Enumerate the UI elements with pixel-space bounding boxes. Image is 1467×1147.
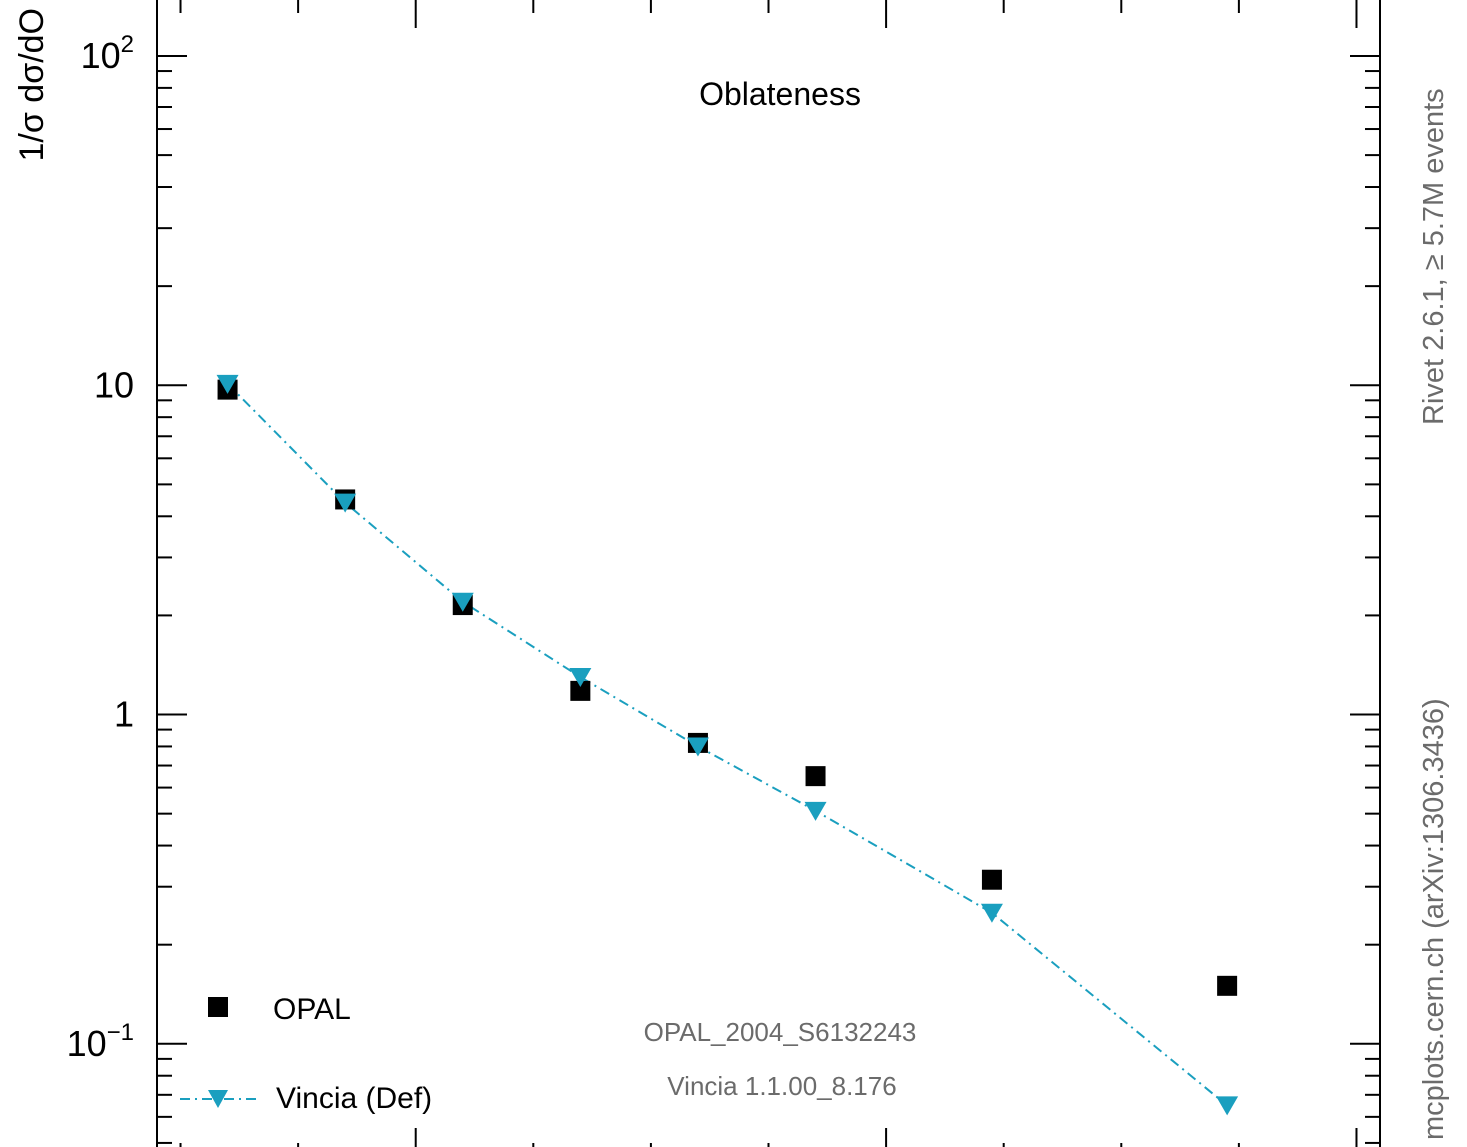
vincia-point [569,668,592,688]
legend-opal-label: OPAL [273,993,351,1026]
vincia-markers [216,374,1239,1116]
rivet-version-label: Rivet 2.6.1, ≥ 5.7M events [1418,88,1450,425]
vincia-point [804,801,827,821]
vincia-point [686,737,709,757]
plot-frame [156,0,1381,1147]
opal-markers [217,379,1238,996]
opal-point [1217,975,1238,996]
chart-title: Oblateness [699,76,861,112]
axis-ticks [157,0,1380,1147]
opal-point [570,680,591,701]
analysis-label: OPAL_2004_S6132243 [644,1017,917,1047]
y-axis-label: 1/σ dσ/dO [13,8,51,161]
y-tick-label: 102 [81,31,134,76]
vincia-point [451,592,474,612]
generator-label: Vincia 1.1.00_8.176 [667,1071,896,1101]
y-tick-label: 10 [94,364,134,405]
opal-point [981,869,1002,890]
vincia-point [1216,1096,1239,1116]
mcplots-label: mcplots.cern.ch (arXiv:1306.3436) [1418,698,1450,1140]
y-tick-label: 10−1 [67,1019,134,1064]
vincia-point [980,903,1003,923]
y-tick-labels: 102 10 1 10−1 [67,31,134,1064]
legend-opal-marker [208,997,228,1017]
vincia-point [334,493,357,513]
y-tick-label: 1 [114,694,134,735]
legend-vincia-label: Vincia (Def) [276,1082,432,1115]
legend: OPAL Vincia (Def) [180,993,432,1115]
legend-vincia-marker [208,1090,228,1108]
vincia-line [226,383,1228,1107]
vincia-point [216,374,239,394]
opal-point [805,766,826,787]
